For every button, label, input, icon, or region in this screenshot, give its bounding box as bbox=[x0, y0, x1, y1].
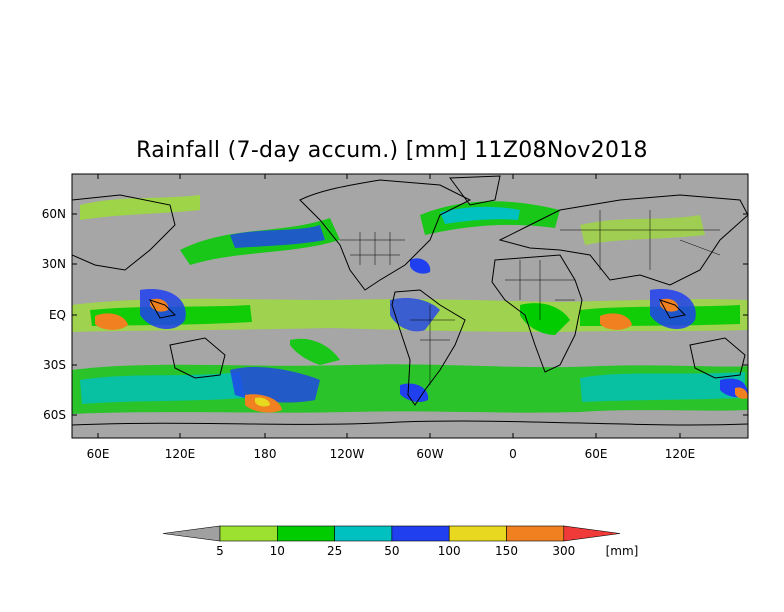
colorbar-label: 150 bbox=[495, 544, 518, 558]
colorbar-swatch bbox=[563, 525, 621, 542]
colorbar-swatch bbox=[162, 525, 221, 542]
longitude-axis: 60E 120E 180 120W 60W 0 60E 120E bbox=[87, 174, 696, 461]
map-frame bbox=[71, 173, 749, 439]
lon-label: 180 bbox=[254, 447, 277, 461]
colorbar-swatch bbox=[448, 525, 507, 542]
colorbar-swatch bbox=[506, 525, 565, 542]
colorbar-label: 25 bbox=[327, 544, 342, 558]
colorbar-label: 50 bbox=[384, 544, 399, 558]
latitude-axis: 60N 30N EQ 30S 60S bbox=[42, 207, 748, 422]
lat-label: EQ bbox=[49, 308, 66, 322]
lon-label: 0 bbox=[509, 447, 517, 461]
colorbar-label: 100 bbox=[438, 544, 461, 558]
colorbar-label: 300 bbox=[552, 544, 575, 558]
lon-label: 120W bbox=[330, 447, 365, 461]
colorbar-label: 10 bbox=[270, 544, 285, 558]
lat-label: 30N bbox=[42, 257, 66, 271]
lat-label: 30S bbox=[43, 358, 66, 372]
colorbar: 5 10 25 50 100 150 300 [mm] bbox=[162, 525, 639, 558]
colorbar-swatch bbox=[334, 525, 393, 542]
lon-label: 120E bbox=[165, 447, 196, 461]
colorbar-swatch bbox=[219, 525, 278, 542]
colorbar-units: [mm] bbox=[606, 544, 639, 558]
lat-label: 60S bbox=[43, 408, 66, 422]
coastlines bbox=[72, 175, 748, 426]
lon-label: 60W bbox=[416, 447, 443, 461]
map-panel bbox=[72, 174, 748, 438]
colorbar-label: 5 bbox=[216, 544, 224, 558]
colorbar-swatch bbox=[391, 525, 450, 542]
lon-label: 120E bbox=[665, 447, 696, 461]
country-borders bbox=[340, 210, 721, 385]
lon-label: 60E bbox=[87, 447, 110, 461]
colorbar-swatch bbox=[276, 525, 335, 542]
lon-label: 60E bbox=[585, 447, 608, 461]
map-title: Rainfall (7-day accum.) [mm] 11Z08Nov201… bbox=[136, 138, 648, 163]
lat-label: 60N bbox=[42, 207, 66, 221]
